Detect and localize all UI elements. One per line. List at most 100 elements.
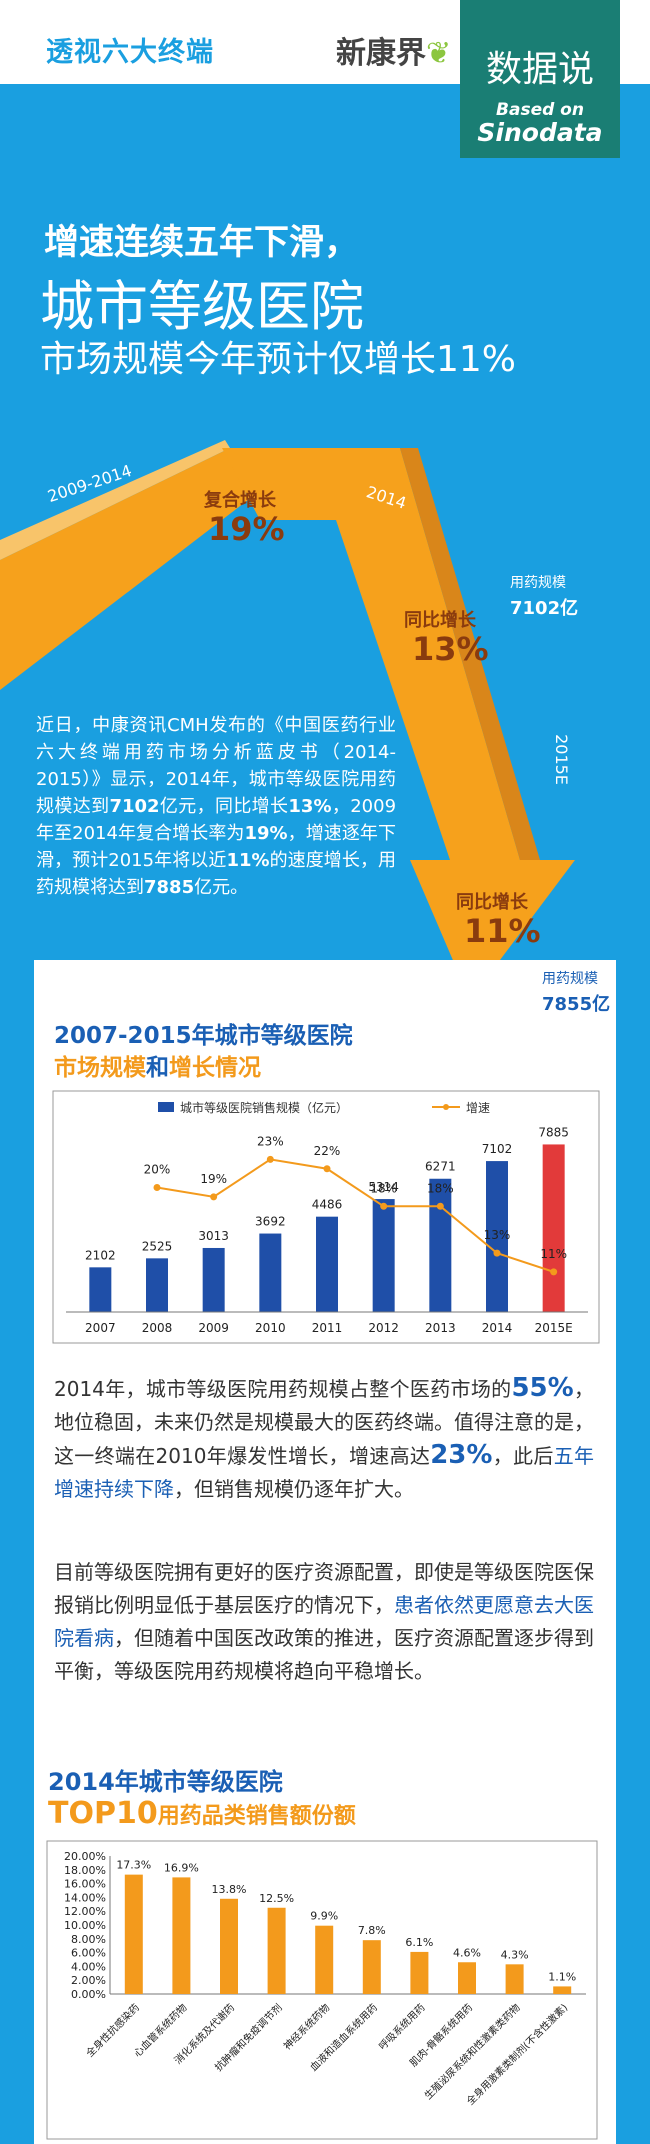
share-value-label: 1.1% <box>548 1970 576 1983</box>
growth-point <box>436 1202 444 1210</box>
headline-line3: 市场规模今年预计仅增长11% <box>40 339 517 380</box>
year-2015-label: 2015E <box>551 734 571 785</box>
yoy-2015-label: 同比增长 <box>456 892 528 913</box>
para-highlight-text: 五年增速持续下降 <box>54 1444 594 1501</box>
logo-text: 新康界 <box>336 36 426 71</box>
analysis-paragraph-2: 目前等级医院拥有更好的医疗资源配置，即使是等级医院医保报销比例明显低于基层医疗的… <box>54 1556 594 1688</box>
growth-point <box>380 1202 388 1210</box>
share-bar <box>220 1898 238 1994</box>
growth-label: 22% <box>314 1144 341 1158</box>
share-bar <box>315 1925 334 1994</box>
bar-2008 <box>146 1258 168 1312</box>
intro-text: 亿元。 <box>194 877 249 898</box>
para-text: ，但随着中国医改政策的推进，医疗资源配置逐步得到平衡，等级医院用药规模将趋向平稳… <box>54 1626 594 1683</box>
growth-label: 19% <box>200 1172 227 1186</box>
share-value-label: 4.3% <box>501 1948 529 1961</box>
arrow-segment-1 <box>0 448 248 690</box>
intro-value: 7102 <box>109 796 160 817</box>
scale-2015-value: 7855亿 <box>542 994 611 1015</box>
y-tick-label: 18.00% <box>64 1864 106 1877</box>
share-bar <box>458 1962 476 1994</box>
para-text: 目前等级医院拥有更好的医疗资源配置，即使是等级医院医保报销比例明显低于基层医疗的… <box>54 1560 594 1617</box>
x-tick-label: 2007 <box>85 1321 116 1335</box>
y-tick-label: 0.00% <box>71 1988 106 2001</box>
growth-point <box>210 1193 218 1201</box>
y-tick-label: 2.00% <box>71 1974 106 1987</box>
headline-line1: 增速连续五年下滑， <box>44 223 360 263</box>
bar-2009 <box>202 1247 225 1312</box>
y-tick-label: 4.00% <box>71 1960 106 1973</box>
x-tick-label: 2008 <box>142 1321 173 1335</box>
growth-label: 23% <box>257 1134 284 1148</box>
legend-bar-swatch <box>158 1102 174 1112</box>
arrow-segment-2-shade <box>400 448 540 860</box>
bar-value-label: 2525 <box>142 1239 173 1253</box>
x-tick-label: 2011 <box>312 1321 343 1335</box>
para-text: 2014年，城市等级医院用药规模占整个医药市场的 <box>54 1377 512 1401</box>
share-value-label: 17.3% <box>116 1859 151 1872</box>
share-value-label: 12.5% <box>259 1892 294 1905</box>
top10-subtitle: TOP10用药品类销售额份额 <box>48 1796 356 1831</box>
growth-point <box>266 1155 274 1163</box>
share-bar <box>172 1877 191 1994</box>
arrow-segment-1-top <box>0 440 230 560</box>
top10-title: 2014年城市等级医院 <box>48 1768 283 1796</box>
bar-2015E <box>542 1144 565 1312</box>
share-value-label: 4.6% <box>453 1946 481 1959</box>
scale-2015-label: 用药规模 <box>542 971 598 987</box>
yoy-2014-value: 13% <box>412 630 489 668</box>
y-tick-label: 10.00% <box>64 1919 106 1932</box>
intro-value: 13% <box>288 796 332 817</box>
arrow-segment-2 <box>222 448 520 860</box>
analysis-paragraph-1: 2014年，城市等级医院用药规模占整个医药市场的55%，地位稳固，未来仍然是规模… <box>54 1372 594 1506</box>
subtitle-part: TOP10 <box>48 1796 158 1831</box>
share-bar <box>362 1940 381 1994</box>
intro-text: ，增速逐年下滑，预计2015年将以近 <box>36 823 397 871</box>
growth-label: 18% <box>427 1181 454 1195</box>
intro-text: 亿元，同比增长 <box>159 796 289 817</box>
data-badge: 数据说 Based on Sinodata <box>460 0 620 158</box>
x-tick-label: 2013 <box>425 1321 456 1335</box>
intro-text: 的速度增长，用药规模将达到 <box>36 850 397 898</box>
para-highlight-text: 患者依然更愿意去大医院看病 <box>54 1593 594 1650</box>
growth-label: 20% <box>144 1163 171 1177</box>
headline-line2: 城市等级医院 <box>40 275 364 338</box>
subtitle-part: 市场规模 <box>54 1055 146 1081</box>
bar-2012 <box>372 1199 395 1312</box>
growth-label: 13% <box>484 1228 511 1242</box>
share-bar <box>505 1964 524 1994</box>
bar-2007 <box>89 1267 112 1312</box>
intro-text: ，2009年至2014年复合增长率为 <box>36 796 397 844</box>
bar-value-label: 2102 <box>85 1248 116 1262</box>
growth-point <box>153 1184 161 1191</box>
share-bar <box>267 1907 286 1994</box>
share-bar <box>410 1951 429 1994</box>
subtitle-part: 用药品类销售额份额 <box>157 1804 356 1829</box>
chart1-title: 2007-2015年城市等级医院 <box>54 1023 353 1049</box>
growth-point <box>323 1165 331 1173</box>
brand-logo: 新康界❦ <box>336 28 451 72</box>
intro-value: 7885 <box>144 877 195 898</box>
bar-2011 <box>316 1216 338 1312</box>
share-value-label: 6.1% <box>405 1936 433 1949</box>
badge-sub1: Based on <box>496 100 584 120</box>
x-tick-label: 2014 <box>482 1321 513 1335</box>
series-title: 透视六大终端 <box>46 37 214 68</box>
legend-line-dot <box>443 1104 449 1110</box>
bar-value-label: 4486 <box>312 1198 343 1212</box>
bar-2013 <box>429 1178 452 1312</box>
subtitle-part: 和 <box>146 1055 169 1081</box>
share-value-label: 13.8% <box>212 1883 247 1896</box>
market-size-chart: 城市等级医院销售规模（亿元） 增速 2102 2007 2525 2008 20% 301… <box>52 1090 600 1344</box>
scale-2014-value: 7102亿 <box>510 598 579 619</box>
x-tick-label: 2015E <box>535 1321 573 1335</box>
bar-value-label: 3013 <box>198 1229 229 1243</box>
bar-value-label: 6271 <box>425 1160 456 1174</box>
y-tick-label: 20.00% <box>64 1850 106 1863</box>
y-tick-label: 14.00% <box>64 1891 106 1904</box>
x-tick-label: 2012 <box>368 1321 399 1335</box>
intro-value: 19% <box>244 823 288 844</box>
bar-value-label: 7885 <box>538 1125 569 1139</box>
y-tick-label: 16.00% <box>64 1878 106 1891</box>
top10-share-chart: 0.00%2.00%4.00%6.00%8.00%10.00%12.00%14.… <box>46 1840 598 2140</box>
